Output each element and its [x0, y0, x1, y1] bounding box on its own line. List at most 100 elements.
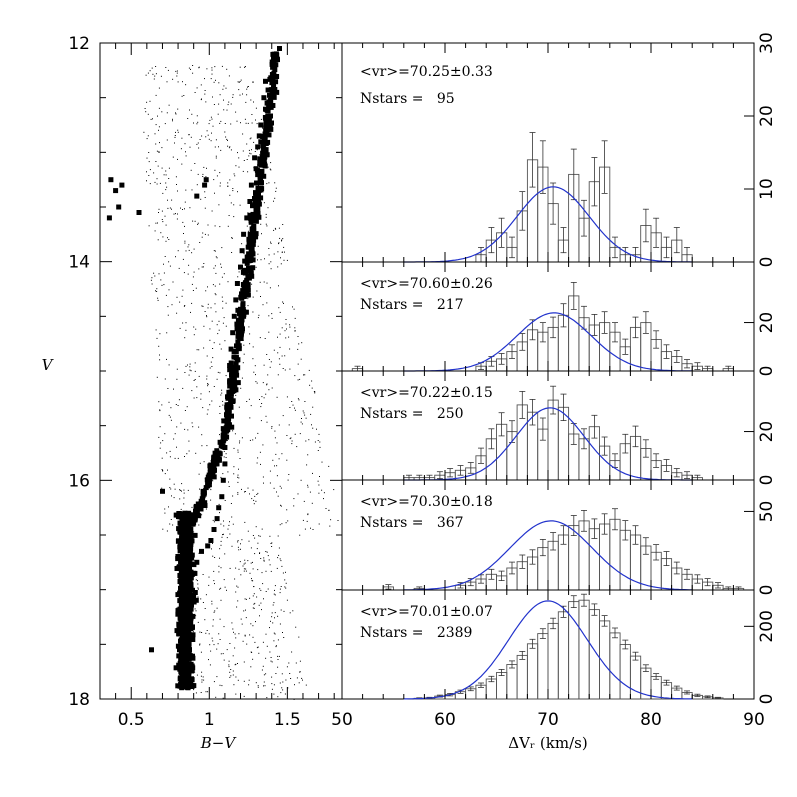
field-star-dot [279, 363, 281, 365]
field-star-dot [285, 522, 287, 524]
member-star [222, 445, 228, 450]
field-star-dot [252, 561, 253, 563]
field-star-dot [175, 112, 176, 114]
field-star-dot [237, 481, 239, 483]
field-star-dot [184, 240, 186, 242]
field-star-dot [235, 111, 237, 113]
field-star-dot [207, 383, 209, 385]
field-star-dot [232, 190, 234, 192]
field-star-dot [273, 693, 275, 695]
member-star [227, 363, 233, 368]
field-star-dot [247, 560, 249, 562]
field-star-dot [259, 154, 261, 156]
field-star-dot [248, 149, 250, 151]
field-star-dot [177, 190, 178, 192]
field-star-dot [233, 631, 234, 633]
field-star-dot [277, 655, 279, 657]
field-star-dot [191, 506, 193, 508]
member-star [192, 513, 198, 519]
field-star-dot [159, 142, 160, 144]
member-star [234, 281, 240, 286]
member-star [211, 468, 217, 474]
field-star-dot [257, 457, 259, 459]
field-star-dot [215, 139, 217, 141]
field-star-dot [154, 275, 156, 277]
field-star-dot [289, 438, 291, 440]
field-star-dot [227, 471, 229, 473]
field-star-dot [202, 266, 204, 268]
field-star-dot [304, 528, 306, 530]
member-star [181, 680, 187, 686]
member-star [268, 113, 273, 119]
field-star-dot [208, 584, 210, 586]
field-star-dot [177, 131, 179, 133]
field-star-dot [172, 118, 173, 120]
member-star [220, 477, 226, 483]
field-star-dot [271, 313, 273, 315]
field-star-dot [232, 188, 234, 189]
field-star-dot [304, 374, 306, 376]
field-star-dot [243, 661, 245, 663]
field-star-dot [194, 362, 196, 364]
field-star-dot [241, 243, 243, 245]
field-star-dot [200, 651, 202, 653]
field-star-dot [174, 142, 175, 144]
member-star [192, 532, 198, 538]
member-star [186, 521, 192, 527]
field-star-dot [238, 157, 240, 159]
histogram-x-axis-ticks: 50 60 70 80 90 [331, 710, 765, 730]
field-star-dot [211, 69, 213, 71]
field-star-dot [252, 296, 254, 298]
member-star [251, 215, 257, 221]
member-star [250, 257, 256, 263]
field-star-dot [269, 482, 271, 484]
field-star-dot [255, 500, 257, 502]
field-star-dot [196, 674, 198, 676]
field-star-dot [258, 314, 260, 316]
field-star-dot [182, 209, 183, 210]
member-star [178, 678, 184, 684]
field-star-dot [257, 259, 258, 261]
field-star-dot [249, 417, 251, 419]
field-star-dot [204, 197, 206, 198]
member-star [270, 90, 276, 96]
field-star-dot [270, 268, 272, 270]
field-star-dot [283, 259, 285, 261]
field-star-dot [235, 693, 237, 695]
field-star-dot [274, 585, 276, 587]
field-star-dot [199, 488, 200, 490]
field-star-dot [280, 560, 282, 562]
field-star-dot [179, 489, 181, 491]
field-star-dot [276, 475, 278, 477]
member-star [184, 641, 190, 647]
field-star-dot [226, 138, 228, 140]
field-star-dot [167, 237, 168, 239]
field-star-dot [219, 618, 221, 620]
cmd-y-tick-label: 18 [68, 690, 90, 710]
field-star-dot [264, 338, 266, 339]
annotation-mean-velocity: <vr>=70.25±0.33 [360, 64, 493, 80]
field-star-dot [277, 374, 279, 376]
field-star-dot [265, 223, 267, 225]
histogram-y-tick-label: 10 [757, 178, 777, 200]
field-star-dot [201, 514, 203, 516]
field-star-dot [298, 636, 300, 638]
field-star-dot [215, 294, 217, 296]
member-star [248, 219, 254, 225]
field-star-dot [214, 610, 216, 612]
field-star-dot [194, 220, 196, 222]
field-star-dot [250, 623, 252, 625]
field-star-dot [279, 524, 281, 526]
member-star [119, 182, 125, 188]
field-star-dot [214, 557, 216, 558]
field-star-dot [305, 684, 307, 686]
field-star-dot [311, 380, 313, 382]
field-star-dot [151, 283, 153, 285]
field-star-dot [170, 419, 172, 421]
field-star-dot [252, 636, 254, 638]
member-star [189, 677, 195, 683]
member-star [184, 543, 190, 549]
field-star-dot [237, 541, 239, 543]
